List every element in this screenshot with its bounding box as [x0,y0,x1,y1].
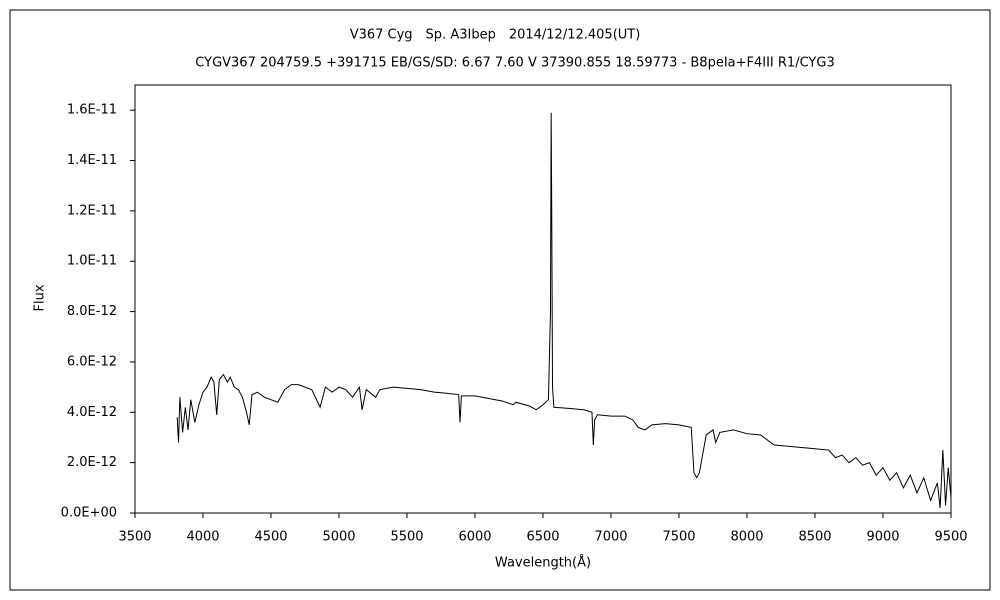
x-tick-label: 5500 [390,530,423,545]
x-tick-label: 3500 [118,530,151,545]
chart-title: V367 Cyg Sp. A3Ibep 2014/12/12.405(UT) [350,28,641,43]
x-tick-label: 6000 [458,530,491,545]
x-tick-label: 8000 [730,530,763,545]
x-tick-label: 8500 [798,530,831,545]
y-tick-label: 4.0E-12 [67,405,117,420]
x-tick-label: 4500 [254,530,287,545]
y-tick-label: 0.0E+00 [61,506,117,521]
y-tick-label: 1.4E-11 [67,153,117,168]
x-axis-label: Wavelength(Å) [495,555,591,571]
x-tick-label: 4000 [186,530,219,545]
y-axis-label: Flux [33,284,48,311]
y-tick-label: 1.6E-11 [67,103,117,118]
x-tick-label: 7500 [662,530,695,545]
x-tick-label: 5000 [322,530,355,545]
x-tick-label: 9000 [866,530,899,545]
y-tick-label: 1.0E-11 [67,254,117,269]
y-tick-label: 6.0E-12 [67,354,117,369]
y-tick-label: 1.2E-11 [67,203,117,218]
x-tick-label: 7000 [594,530,627,545]
x-tick-label: 6500 [526,530,559,545]
y-tick-label: 8.0E-12 [67,304,117,319]
spectrum-line [176,112,952,509]
x-tick-label: 9500 [934,530,967,545]
frame [9,9,991,591]
chart-subtitle: CYGV367 204759.5 +391715 EB/GS/SD: 6.67 … [195,56,834,71]
y-tick-label: 2.0E-12 [67,455,117,470]
